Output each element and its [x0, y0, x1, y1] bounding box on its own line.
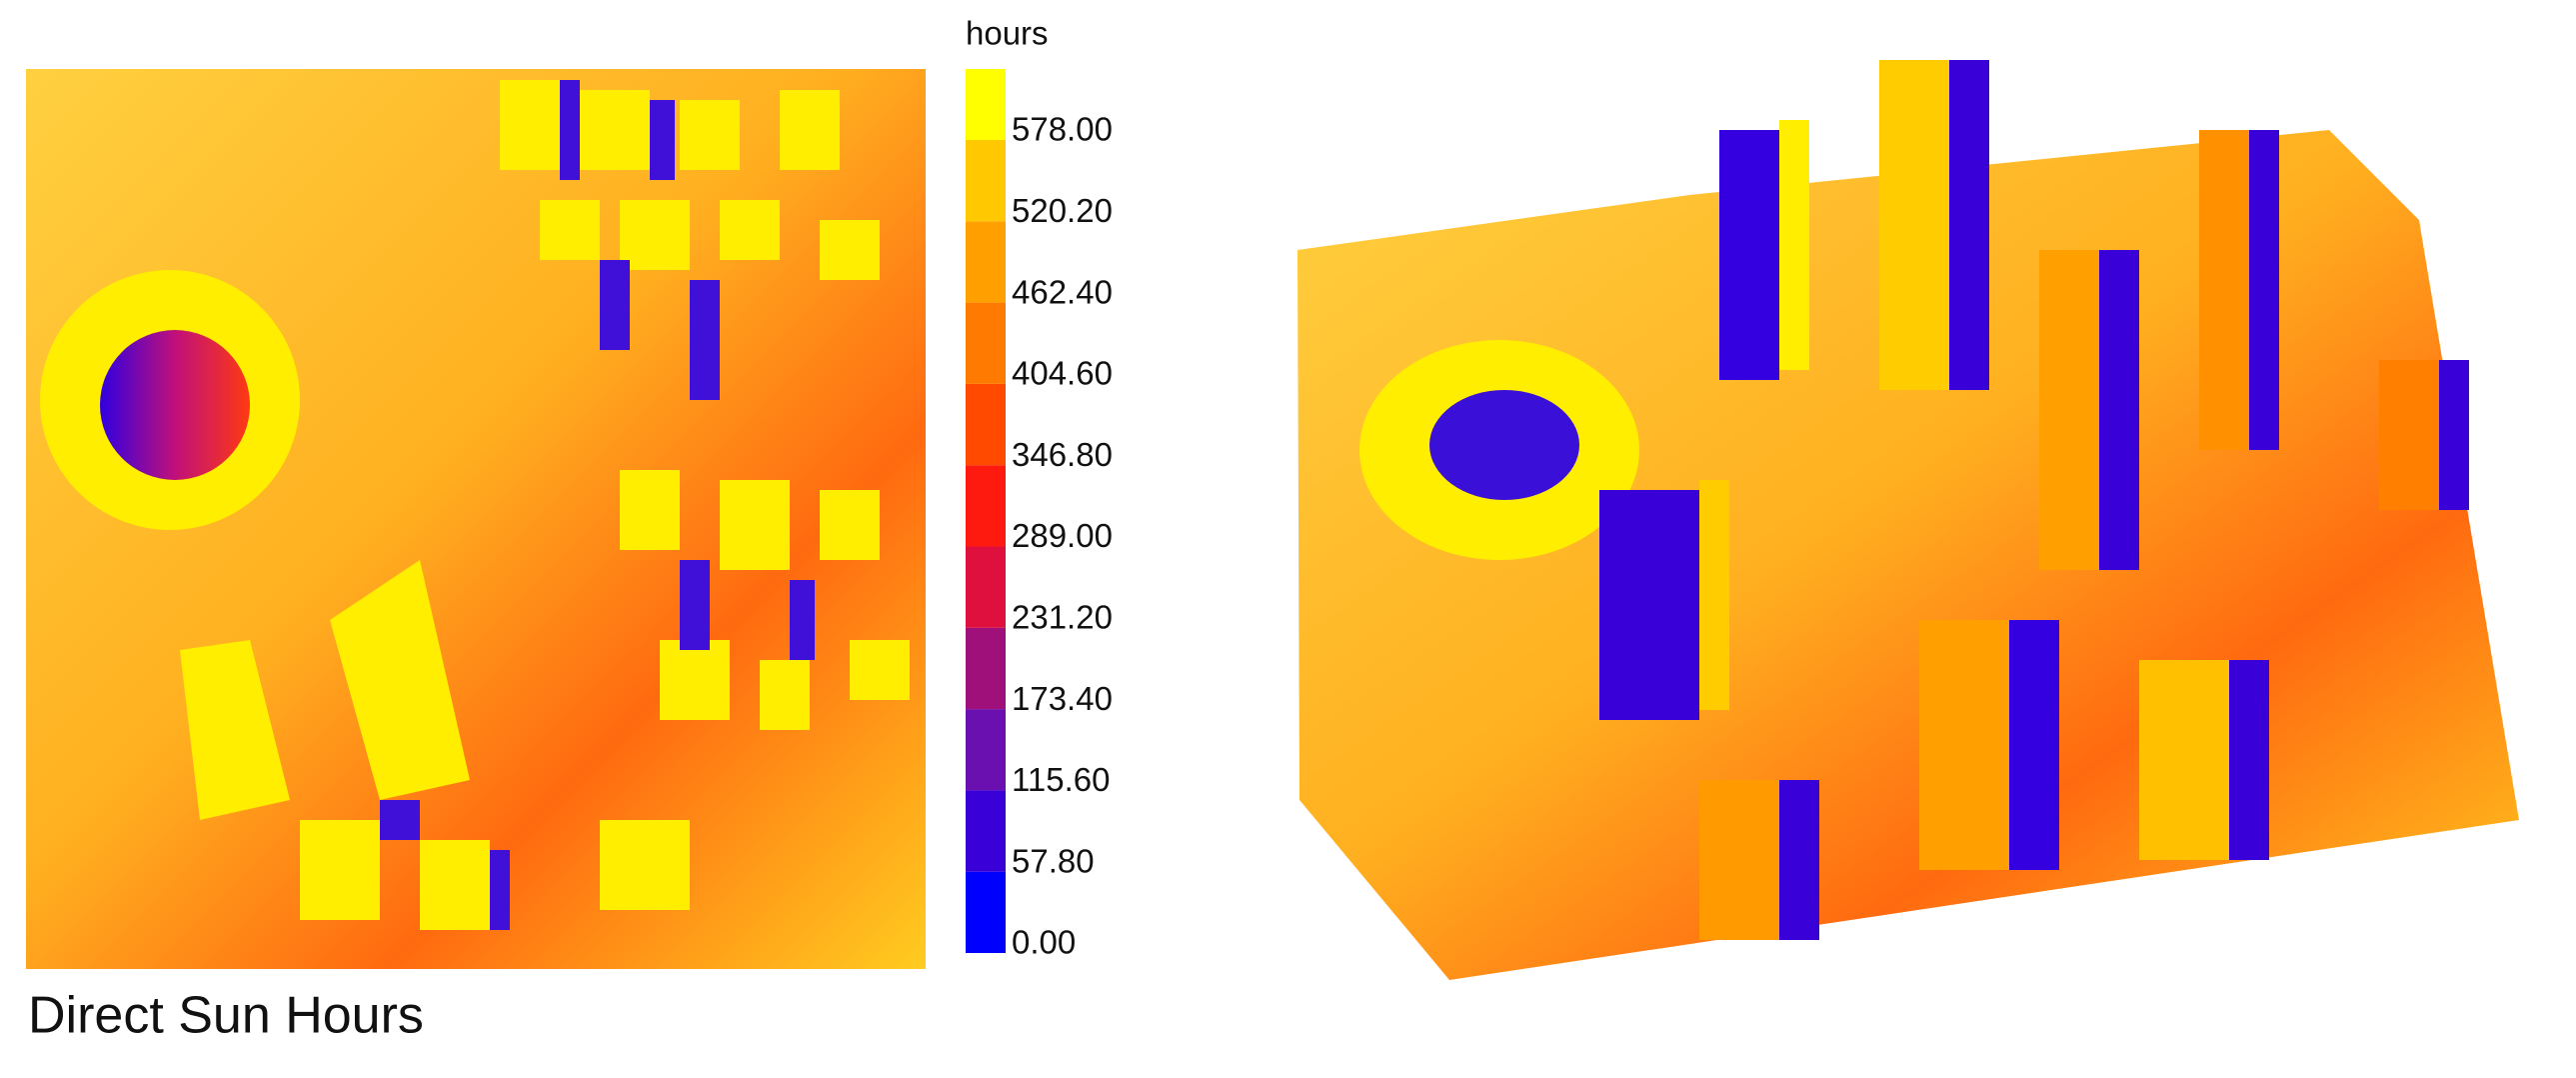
colorbar-band: [966, 221, 1006, 303]
stadium-3d-bowl: [1429, 390, 1579, 500]
shadows: [380, 80, 815, 930]
colorbar-band: [966, 383, 1006, 466]
colorbar-tick-label: 578.00: [1012, 111, 1113, 148]
buildings: [180, 80, 910, 930]
sun-hours-map: [26, 69, 926, 969]
legend-title: hours: [966, 15, 1049, 52]
colorbar-tick-label: 520.20: [1012, 192, 1113, 229]
colorbar-band: [966, 790, 1006, 872]
colorbar-tick-label: 346.80: [1012, 436, 1113, 473]
colorbar-band: [966, 627, 1006, 710]
colorbar-tick-label: 0.00: [1012, 924, 1076, 961]
colorbar-tick-label: 289.00: [1012, 517, 1113, 554]
colorbar-band: [966, 465, 1006, 547]
colorbar-tick-label: 231.20: [1012, 599, 1113, 636]
colorbar-tick-label: 462.40: [1012, 273, 1113, 310]
sun-hours-3d-view: [1297, 60, 2519, 980]
colorbar-tick-label: 173.40: [1012, 680, 1113, 717]
colorbar: 0.00 57.80 115.60 173.40 231.20 289.00 346.80 4…: [966, 69, 1113, 961]
colorbar-band: [966, 709, 1006, 791]
colorbar-tick-label: 115.60: [1012, 761, 1110, 798]
stadium-bowl: [100, 330, 250, 480]
colorbar-band: [966, 302, 1006, 384]
colorbar-band: [966, 140, 1006, 222]
colorbar-band: [966, 871, 1006, 953]
colorbar-band: [966, 69, 1006, 140]
towers: [1599, 60, 2469, 940]
caption: Direct Sun Hours: [28, 987, 424, 1045]
colorbar-tick-label: 57.80: [1012, 842, 1095, 879]
colorbar-band: [966, 546, 1006, 628]
colorbar-tick-label: 404.60: [1012, 355, 1113, 392]
